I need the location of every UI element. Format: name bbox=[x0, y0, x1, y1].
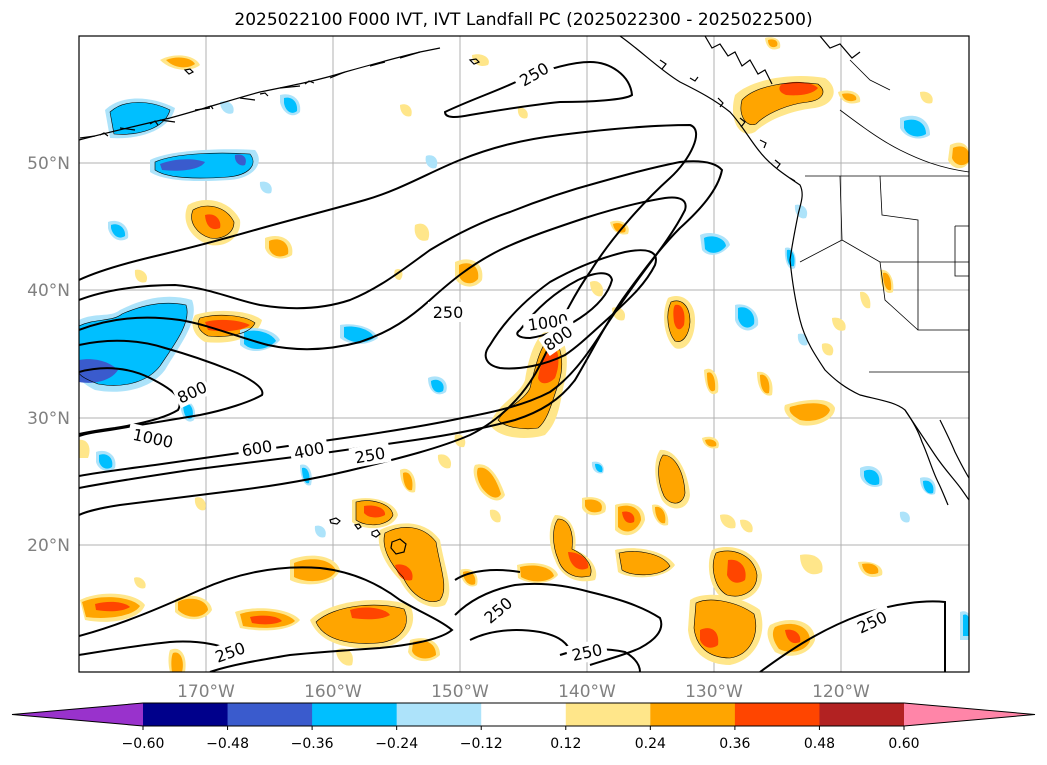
colorbar-bin bbox=[396, 703, 482, 726]
lon-label-160w: 160°W bbox=[304, 682, 362, 702]
lon-label-140w: 140°W bbox=[558, 682, 616, 702]
svg-text:250: 250 bbox=[433, 303, 464, 322]
colorbar-tick-label: 0.60 bbox=[888, 736, 919, 752]
lat-label-40n: 40°N bbox=[27, 281, 70, 301]
colorbar-bin bbox=[227, 703, 313, 726]
longitude-labels: 170°W 160°W 150°W 140°W 130°W 120°W bbox=[177, 682, 870, 702]
colorbar-tick-label: −0.60 bbox=[122, 736, 165, 752]
political-borders bbox=[799, 59, 969, 373]
colorbar-tick-label: 0.12 bbox=[550, 736, 581, 752]
colorbar-bin bbox=[565, 703, 651, 726]
figure-title: 2025022100 F000 IVT, IVT Landfall PC (20… bbox=[234, 10, 813, 30]
lon-label-150w: 150°W bbox=[431, 682, 489, 702]
coastlines bbox=[79, 36, 969, 555]
colorbar-tick-label: 0.48 bbox=[804, 736, 835, 752]
positive-pc-areas bbox=[79, 37, 969, 672]
contour-label-c250-mid: 250 bbox=[428, 302, 468, 322]
lon-label-170w: 170°W bbox=[177, 682, 235, 702]
contour-label-c600: 600 bbox=[236, 434, 278, 462]
colorbar-bin bbox=[481, 703, 567, 726]
anomaly-outlines bbox=[79, 82, 824, 659]
map-frame bbox=[78, 35, 970, 673]
lat-label-20n: 20°N bbox=[27, 536, 70, 556]
colorbar-tick-label: 0.24 bbox=[635, 736, 666, 752]
lon-label-120w: 120°W bbox=[812, 682, 870, 702]
colorbar-bin bbox=[650, 703, 736, 726]
contour-label-c400: 400 bbox=[288, 436, 330, 464]
colorbar-bin bbox=[734, 703, 820, 726]
contour-label-c1000-east: 1000 bbox=[521, 308, 575, 336]
colorbar-tick-label: −0.48 bbox=[206, 736, 249, 752]
latitude-labels: 50°N 40°N 30°N 20°N bbox=[27, 154, 70, 556]
contour-labels: 250 250 1000 800 800 1000 bbox=[126, 55, 895, 669]
colorbar-bin bbox=[819, 703, 905, 726]
colorbar-bin bbox=[143, 703, 229, 726]
contour-label-c800-east: 800 bbox=[538, 320, 578, 356]
colorbar-extend-low bbox=[12, 703, 143, 726]
map-content: 250 250 1000 800 800 1000 bbox=[79, 36, 969, 672]
colorbar-tick-label: −0.12 bbox=[460, 736, 503, 752]
colorbar-tick-label: 0.36 bbox=[719, 736, 750, 752]
colorbar-bin bbox=[312, 703, 398, 726]
lat-label-50n: 50°N bbox=[27, 154, 70, 174]
lat-label-30n: 30°N bbox=[27, 409, 70, 429]
lon-label-130w: 130°W bbox=[685, 682, 743, 702]
contour-label-c250-s: 250 bbox=[565, 638, 609, 666]
colorbar-tick-label: −0.36 bbox=[291, 736, 334, 752]
colorbar: −0.60 −0.48 −0.36 −0.24 −0.12 0.12 0.24 0.36 0.4… bbox=[11, 702, 1036, 752]
colorbar-extend-high bbox=[904, 703, 1035, 726]
colorbar-tick-label: −0.24 bbox=[375, 736, 418, 752]
